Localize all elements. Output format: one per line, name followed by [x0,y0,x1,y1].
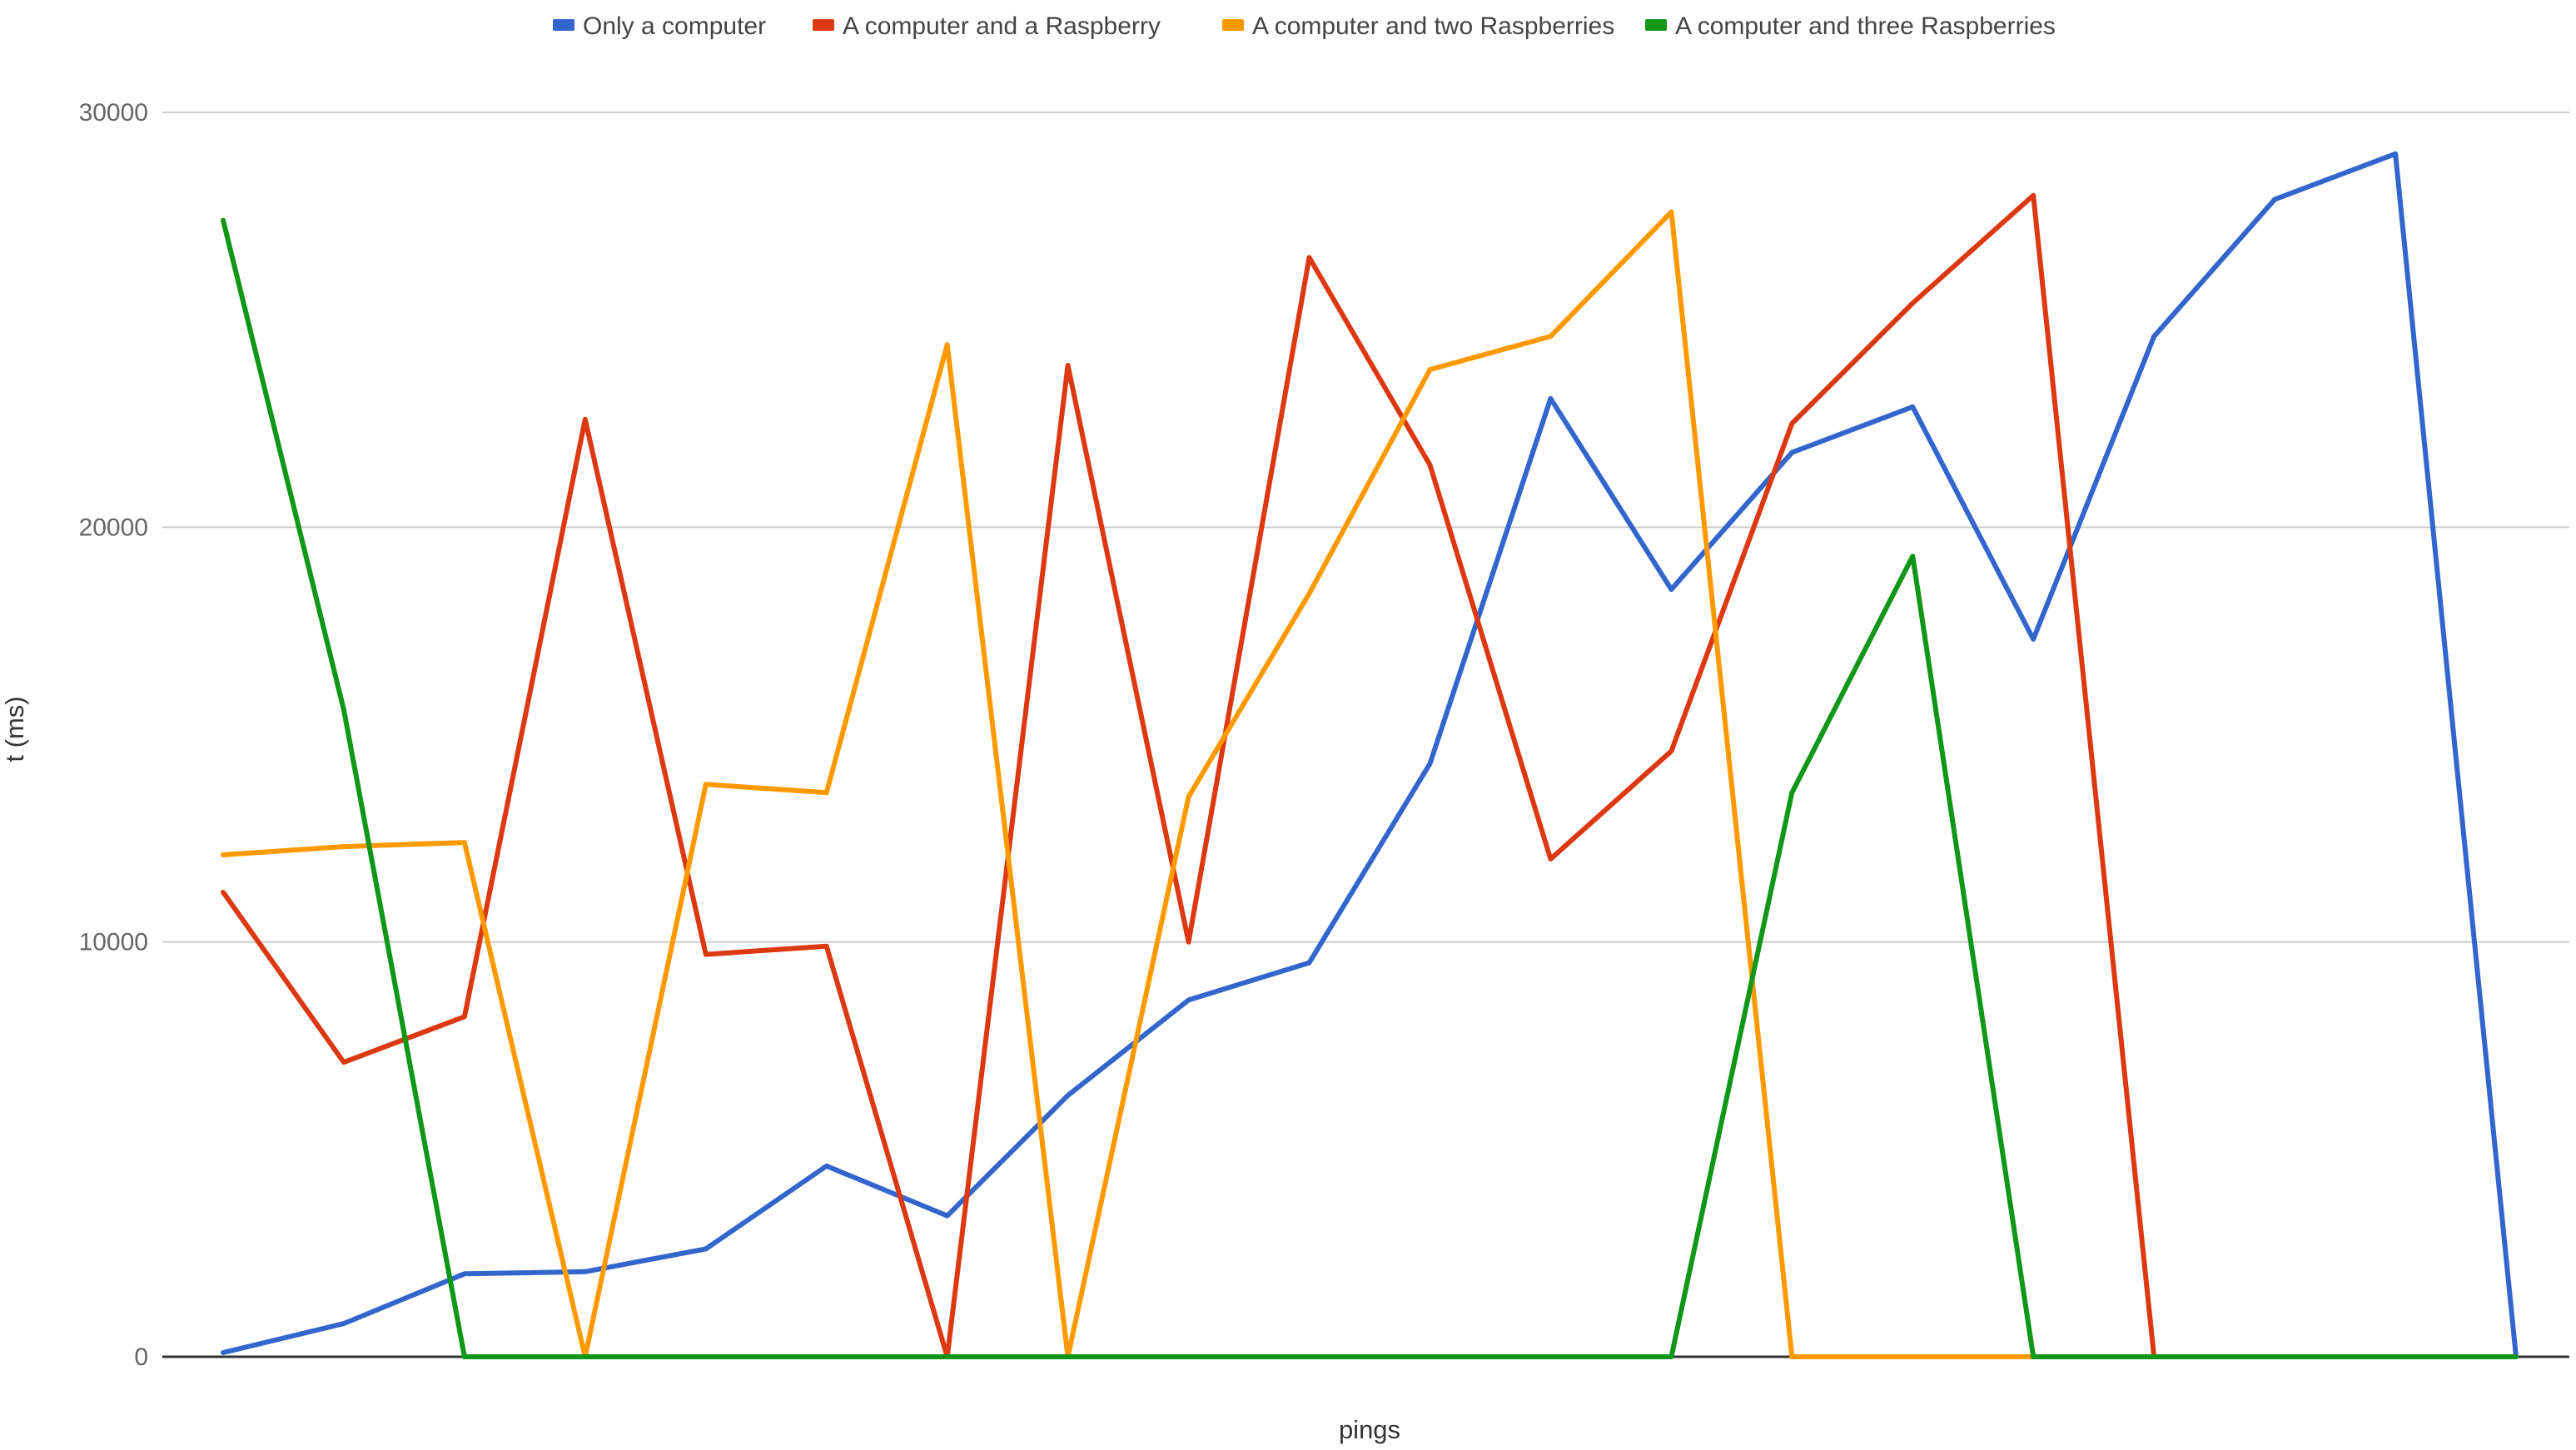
series-lines [221,151,2519,1359]
legend-swatch [553,19,574,31]
series-line-4 [221,217,2519,1359]
legend-swatch [1222,19,1244,31]
y-tick-label: 20000 [79,514,148,541]
legend-swatch [1645,19,1667,31]
series-line-2 [221,192,2157,1359]
legend-entry-label: A computer and two Raspberries [1252,12,1614,40]
legend-entry-label: A computer and three Raspberries [1675,12,2056,40]
y-tick-label: 30000 [79,99,148,127]
legend-swatch [813,19,834,31]
y-axis-ticks: 0 10000 20000 30000 [79,99,148,1371]
y-axis-title: t (ms) [0,696,29,762]
x-axis-title: pings [1339,1415,1400,1444]
series-line-1 [221,151,2519,1359]
series-line-3 [221,209,2036,1359]
y-tick-label: 10000 [79,929,148,956]
legend: Only a computer A computer and a Raspberr… [553,12,2056,40]
y-tick-label: 0 [134,1343,148,1371]
legend-entry-label: Only a computer [583,12,766,40]
legend-entry-label: A computer and a Raspberry [843,12,1161,40]
